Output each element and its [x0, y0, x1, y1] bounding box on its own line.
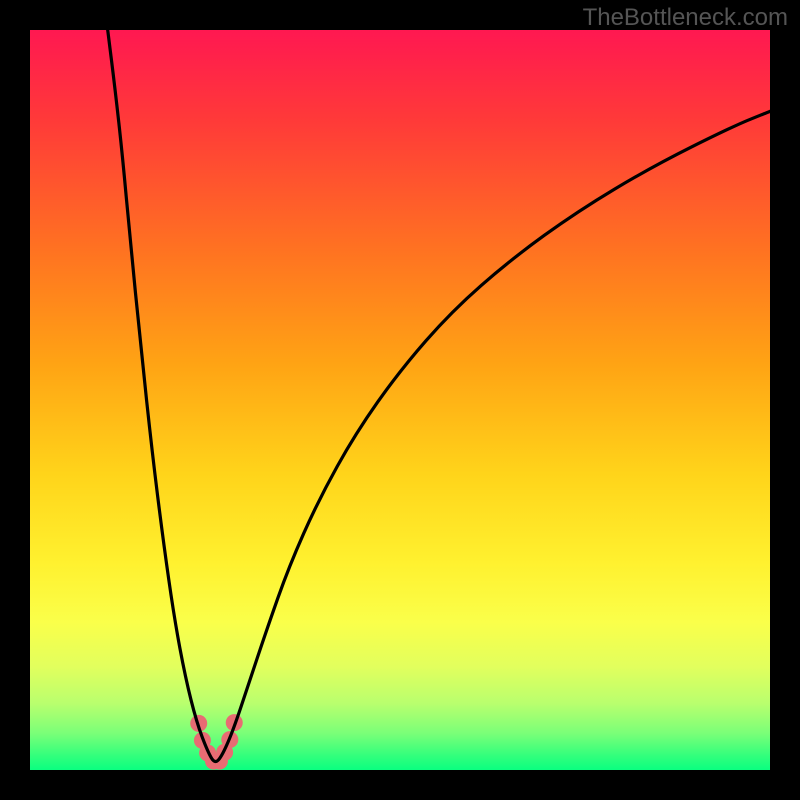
chart-svg [0, 0, 800, 800]
chart-background-gradient [30, 30, 770, 770]
bottleneck-chart-card: TheBottleneck.com [0, 0, 800, 800]
